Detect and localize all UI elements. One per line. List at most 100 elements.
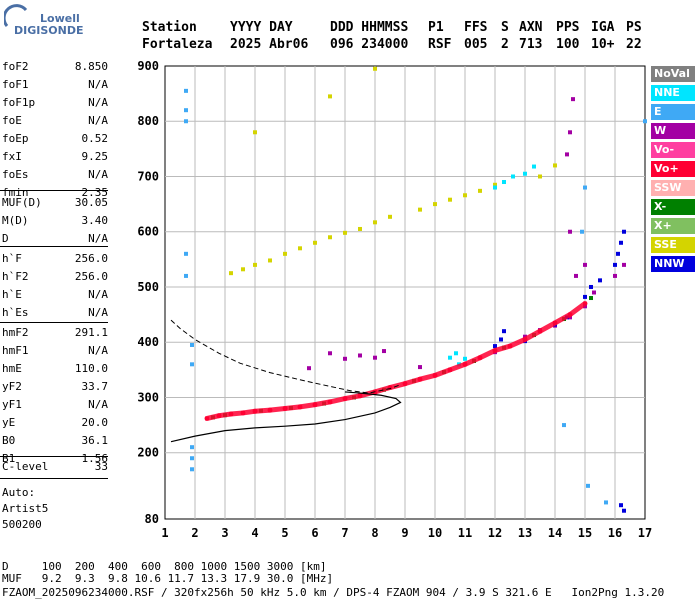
data-point: [499, 337, 503, 342]
parameter-panel: foF2 8.850 foF1 N/A foF1p N/A foE N/A fo…: [0, 60, 110, 540]
param-value: N/A: [88, 398, 108, 411]
electron-density-profile: [170, 391, 402, 443]
param-value: 8.850: [74, 60, 108, 73]
trace-segment: [522, 328, 543, 342]
virtual-height-profile: [170, 319, 400, 394]
data-point: [190, 362, 194, 367]
header-value-ffs: 005: [464, 37, 488, 52]
param-name: foEp: [2, 132, 29, 145]
data-point: [622, 229, 626, 234]
data-point: [502, 180, 506, 185]
param-name: D: [2, 232, 9, 245]
legend-item-sse: SSE: [651, 237, 695, 253]
data-point: [190, 342, 194, 347]
data-point: [562, 423, 566, 428]
y-tick-label: 500: [137, 280, 159, 294]
x-tick-label: 4: [251, 526, 258, 540]
auto-code: 500200: [2, 518, 42, 531]
header-value-pps: 100: [556, 37, 580, 52]
data-point: [184, 108, 188, 113]
divider: [0, 322, 108, 323]
param-value: 36.1: [81, 434, 109, 447]
logo-digisonde-text: DIGISONDE: [14, 24, 84, 37]
data-point: [568, 130, 572, 135]
auto-artist: Artist5: [2, 502, 49, 515]
data-point: [589, 296, 593, 301]
x-tick-label: 14: [548, 526, 562, 540]
legend-item-vo-minus: Vo-: [651, 142, 695, 158]
data-point: [184, 273, 188, 278]
legend-item-x-minus: X-: [651, 199, 695, 215]
header-value-station: Fortaleza: [142, 37, 213, 52]
trace-segment: [567, 301, 588, 318]
data-point: [565, 152, 569, 157]
param-name: fxI: [2, 150, 22, 163]
divider: [0, 456, 108, 457]
digisonde-logo-icon: [4, 4, 28, 27]
header-label-ddd-hhmmss: DDD HHMMSS: [330, 20, 409, 35]
y-tick-label: 600: [137, 225, 159, 239]
data-point: [586, 483, 590, 488]
param-name: hmF2: [2, 326, 29, 339]
data-point: [523, 171, 527, 176]
data-point: [574, 273, 578, 278]
data-point: [463, 193, 467, 198]
file-info-row: FZAOM_2025096234000.RSF / 320fx256h 50 k…: [2, 586, 665, 599]
param-value: 1.56: [81, 452, 109, 465]
data-point: [571, 97, 575, 102]
trace-segment: [507, 336, 528, 349]
data-point: [502, 329, 506, 334]
data-point: [418, 365, 422, 370]
header-value-iga: 10+: [591, 37, 615, 52]
x-tick-label: 3: [221, 526, 228, 540]
data-point: [343, 230, 347, 235]
legend-item-noval: NoVal: [651, 66, 695, 82]
data-point: [493, 182, 497, 187]
data-point: [328, 235, 332, 240]
data-point: [241, 267, 245, 272]
legend-item-e: E: [651, 104, 695, 120]
y-tick-label: 200: [137, 446, 159, 460]
data-point: [328, 94, 332, 99]
data-point: [622, 262, 626, 267]
data-point: [283, 251, 287, 256]
data-point: [613, 273, 617, 278]
data-point: [580, 229, 584, 234]
param-value: 3.40: [81, 214, 109, 227]
data-point: [190, 445, 194, 450]
param-value: 20.0: [81, 416, 109, 429]
x-tick-label: 7: [341, 526, 348, 540]
x-tick-label: 16: [608, 526, 622, 540]
param-name: M(D): [2, 214, 29, 227]
y-tick-label: 800: [137, 114, 159, 128]
param-name: h`E: [2, 288, 22, 301]
data-point: [358, 226, 362, 231]
data-point: [568, 229, 572, 234]
x-tick-label: 1: [161, 526, 168, 540]
x-tick-label: 15: [578, 526, 592, 540]
y-tick-label: 80: [145, 512, 159, 526]
param-name: hmF1: [2, 344, 29, 357]
param-value: 110.0: [74, 362, 108, 375]
param-value: N/A: [88, 232, 108, 245]
y-tick-label: 700: [137, 169, 159, 183]
divider: [0, 190, 108, 191]
param-value: 30.05: [74, 196, 108, 209]
muf-row: MUF 9.2 9.3 9.8 10.6 11.7 13.3 17.9 30.0…: [2, 572, 334, 585]
trace-segment: [297, 402, 318, 410]
trace-segment: [537, 320, 558, 334]
param-value: N/A: [88, 288, 108, 301]
x-tick-label: 13: [518, 526, 532, 540]
data-point: [643, 119, 647, 124]
divider: [0, 246, 108, 247]
x-tick-label: 17: [638, 526, 652, 540]
param-name: MUF(D): [2, 196, 42, 209]
header-value-p1: RSF: [428, 37, 452, 52]
data-point: [511, 174, 515, 179]
data-point: [388, 214, 392, 219]
data-point: [532, 164, 536, 169]
param-name: h`F: [2, 252, 22, 265]
header-label-ffs: FFS: [464, 20, 488, 35]
x-tick-label: 5: [281, 526, 288, 540]
distance-row: D 100 200 400 600 800 1000 1500 3000 [km…: [2, 560, 327, 573]
